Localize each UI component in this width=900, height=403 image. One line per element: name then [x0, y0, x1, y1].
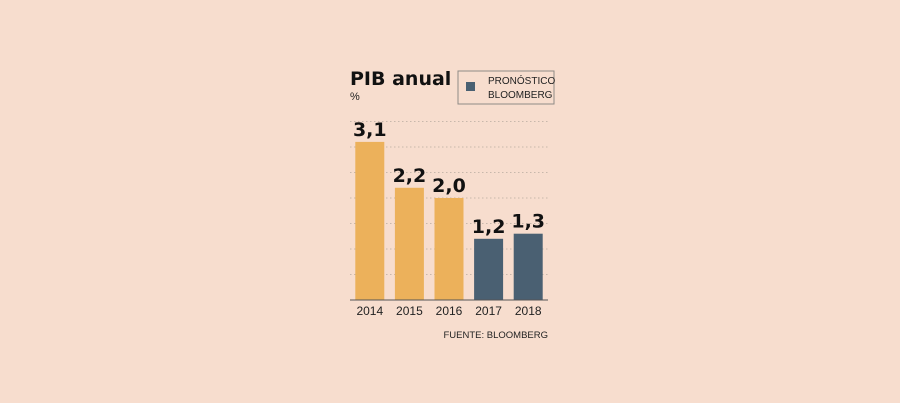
source-note: FUENTE: BLOOMBERG [443, 330, 548, 341]
legend: PRONÓSTICO BLOOMBERG [457, 70, 555, 105]
value-label-2017: 1,2 [472, 216, 506, 238]
legend-label-line2: BLOOMBERG [488, 90, 553, 101]
unit-label: % [350, 91, 360, 103]
value-labels: 3,1 2,2 2,0 1,2 1,3 [353, 119, 545, 238]
x-tick-label-2017: 2017 [475, 304, 502, 318]
bar-2018 [513, 233, 543, 300]
x-tick-label-2015: 2015 [396, 304, 423, 318]
x-tick-label-2016: 2016 [436, 304, 463, 318]
x-tick-label-2014: 2014 [356, 304, 383, 318]
x-axis-ticks: 2014 2015 2016 2017 2018 [356, 304, 541, 318]
value-label-2015: 2,2 [393, 165, 427, 187]
bar-2014 [355, 141, 385, 300]
chart-title: PIB anual [350, 68, 451, 90]
bar-2016 [434, 198, 464, 300]
value-label-2018: 1,3 [511, 211, 545, 233]
legend-label-line1: PRONÓSTICO [488, 74, 555, 87]
bar-2017 [474, 238, 504, 300]
bars [355, 141, 543, 300]
x-tick-label-2018: 2018 [515, 304, 542, 318]
value-label-2014: 3,1 [353, 119, 387, 141]
legend-box [457, 70, 555, 105]
legend-swatch-forecast [466, 82, 475, 91]
value-label-2016: 2,0 [432, 175, 466, 197]
bar-2015 [394, 187, 424, 300]
